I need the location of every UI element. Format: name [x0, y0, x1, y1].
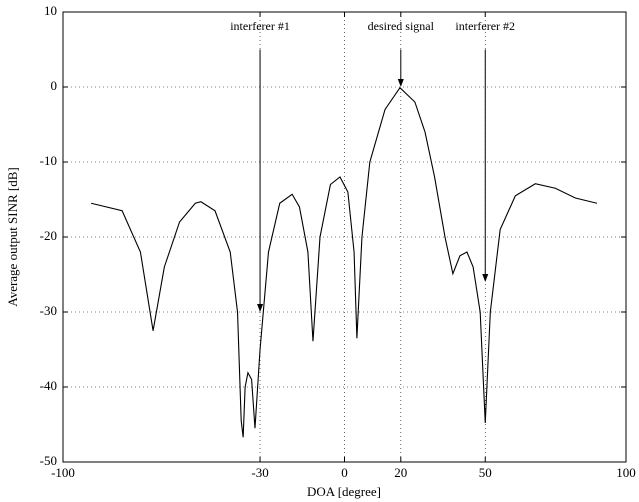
plot-frame — [62, 11, 627, 463]
x-axis-label: DOA [degree] — [307, 484, 381, 499]
line — [91, 86, 598, 438]
y-axis-label: Average output SINR [dB] — [5, 167, 20, 306]
x-tick-label: 20 — [394, 465, 407, 480]
y-tick-label: -40 — [40, 378, 57, 393]
y-tick-label: -50 — [40, 453, 57, 468]
annotation: interferer #2 — [455, 19, 515, 33]
x-tick-label: 50 — [479, 465, 492, 480]
x-tick-label: -30 — [251, 465, 268, 480]
annotation: desired signal — [368, 19, 435, 33]
x-tick-label: -100 — [51, 465, 75, 480]
y-tick-label: 0 — [51, 78, 58, 93]
x-tick-label: 0 — [341, 465, 348, 480]
y-tick-label: -30 — [40, 303, 57, 318]
y-tick-label: -10 — [40, 153, 57, 168]
y-tick-label: -20 — [40, 228, 57, 243]
arrow-head — [257, 304, 264, 312]
arrow-head — [397, 79, 404, 87]
y-tick-label: 10 — [44, 3, 57, 18]
x-tick-label: 100 — [616, 465, 636, 480]
arrow-head — [482, 274, 489, 282]
annotation: interferer #1 — [230, 19, 290, 33]
